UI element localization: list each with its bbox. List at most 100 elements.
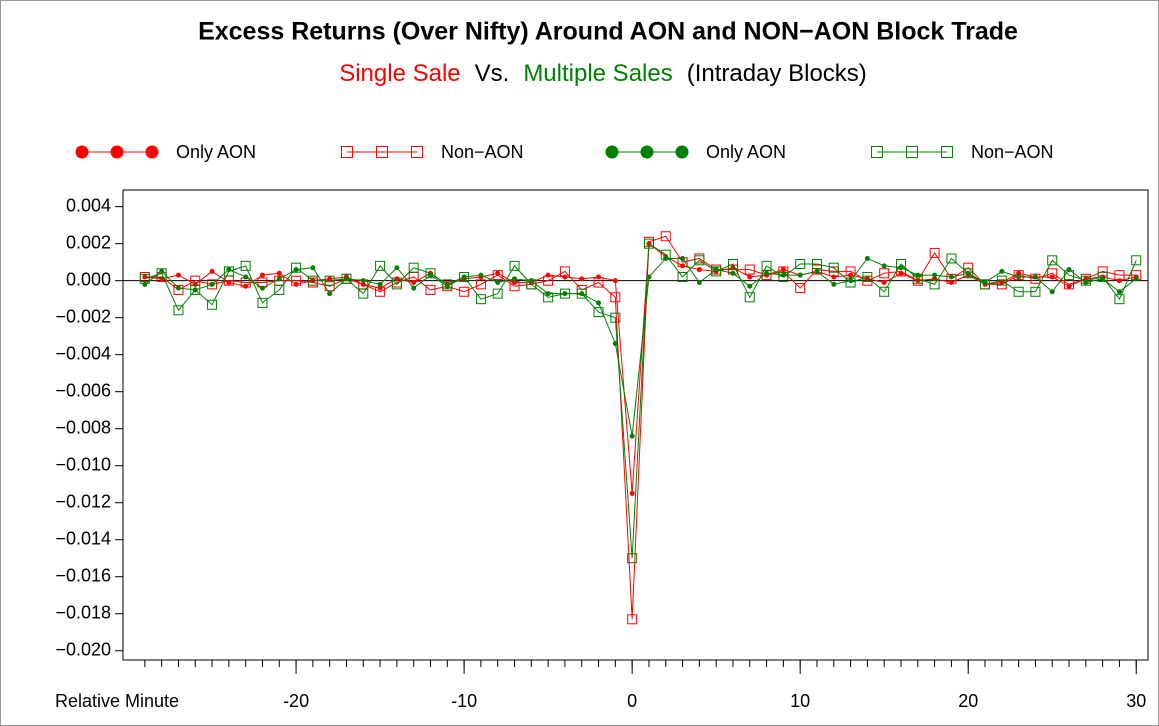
point <box>495 270 501 276</box>
y-tick-label: −0.010 <box>55 454 111 474</box>
point <box>360 278 366 284</box>
point <box>543 292 554 303</box>
point <box>307 275 318 286</box>
point <box>696 267 702 273</box>
point <box>139 273 150 284</box>
point <box>156 268 167 279</box>
point <box>912 273 923 284</box>
point <box>259 272 265 278</box>
point <box>444 283 450 289</box>
point <box>1131 255 1142 266</box>
point <box>223 266 234 277</box>
y-tick-label: −0.018 <box>55 602 111 622</box>
point <box>175 272 181 278</box>
y-tick-label: 0.002 <box>66 232 111 252</box>
point <box>243 274 249 280</box>
legend-marker <box>145 145 159 159</box>
point <box>694 255 705 266</box>
point <box>1097 266 1108 277</box>
point <box>391 279 402 290</box>
point <box>1097 271 1108 282</box>
point <box>478 272 484 278</box>
point <box>593 307 604 318</box>
point <box>375 260 386 271</box>
point <box>492 270 503 281</box>
point <box>1064 270 1075 281</box>
point <box>243 283 249 289</box>
point <box>576 288 587 299</box>
point <box>358 288 369 299</box>
point <box>948 274 954 280</box>
legend-marker <box>341 146 353 158</box>
point <box>1047 255 1058 266</box>
point <box>677 271 688 282</box>
point <box>394 276 400 282</box>
point <box>1080 275 1091 286</box>
point <box>293 281 299 287</box>
chart-title: Excess Returns (Over Nifty) Around AON a… <box>198 18 1018 46</box>
subtitle-part: Multiple Sales <box>523 60 672 87</box>
x-tick-label: 0 <box>627 691 637 711</box>
point <box>509 260 520 271</box>
point <box>629 490 635 496</box>
point <box>778 271 789 282</box>
y-tick-label: −0.008 <box>55 417 111 437</box>
point <box>711 266 722 277</box>
point <box>543 275 554 286</box>
point <box>1116 278 1122 284</box>
legend-marker <box>110 145 124 159</box>
point <box>173 284 184 295</box>
point <box>946 253 957 264</box>
x-tick-label: 30 <box>1126 691 1146 711</box>
y-tick-label: −0.014 <box>55 528 111 548</box>
point <box>744 292 755 303</box>
y-tick-label: −0.004 <box>55 343 111 363</box>
x-tick-label: -10 <box>451 691 477 711</box>
point <box>475 294 486 305</box>
point <box>375 286 386 297</box>
point <box>831 281 837 287</box>
y-tick-label: −0.012 <box>55 491 111 511</box>
y-tick-label: −0.020 <box>55 639 111 659</box>
point <box>627 553 638 564</box>
point <box>562 274 568 280</box>
point <box>929 279 940 290</box>
point <box>173 305 184 316</box>
point <box>730 270 736 276</box>
point <box>1116 289 1122 295</box>
legend-marker <box>376 146 388 158</box>
point <box>1049 274 1055 280</box>
point <box>680 255 686 261</box>
point <box>764 270 770 276</box>
point <box>1016 270 1022 276</box>
point <box>996 275 1007 286</box>
point <box>1013 286 1024 297</box>
chart-subtitle: Single Sale Vs. Multiple Sales (Intraday Bl… <box>339 60 867 87</box>
point <box>425 268 436 279</box>
point <box>980 279 991 290</box>
point <box>596 300 602 306</box>
point <box>881 280 887 286</box>
legend-label: Non−AON <box>441 142 524 162</box>
point <box>492 288 503 299</box>
point <box>999 268 1005 274</box>
point <box>257 297 268 308</box>
point <box>240 260 251 271</box>
point <box>579 276 585 282</box>
subtitle-part: Single Sale <box>339 60 460 87</box>
point <box>1049 289 1055 295</box>
point <box>442 279 453 290</box>
point <box>408 262 419 273</box>
x-tick-label: 20 <box>958 691 978 711</box>
point <box>629 433 635 439</box>
point <box>310 265 316 271</box>
point <box>1047 268 1058 279</box>
legend-marker <box>411 146 423 158</box>
point <box>1066 267 1072 273</box>
x-axis-label: Relative Minute <box>55 691 179 711</box>
point <box>274 284 285 295</box>
point <box>727 259 738 270</box>
point <box>192 281 198 287</box>
point <box>845 266 856 277</box>
legend-marker <box>871 146 883 158</box>
